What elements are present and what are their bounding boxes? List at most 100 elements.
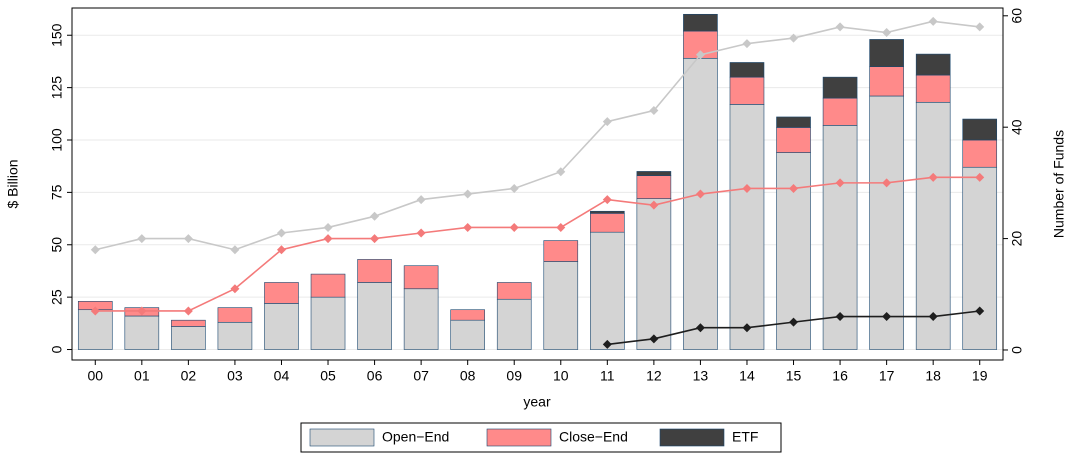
bar-segment — [217, 307, 253, 323]
bar-segment — [729, 76, 765, 105]
line-marker — [695, 50, 705, 60]
line-marker — [928, 172, 938, 182]
line-marker — [183, 234, 193, 244]
line-marker — [695, 323, 705, 333]
bar-segment — [915, 53, 951, 76]
bar-segment — [683, 13, 718, 32]
legend-swatch — [659, 428, 725, 447]
line-marker — [230, 245, 240, 255]
bar-segment — [776, 127, 811, 153]
bar-segment — [869, 66, 904, 97]
line-marker — [928, 16, 938, 26]
line-marker — [789, 33, 799, 43]
x-tick-label: 01 — [134, 368, 150, 384]
line-marker — [882, 178, 892, 188]
bar-segment — [217, 321, 253, 350]
bar-segment — [636, 198, 672, 350]
bar-segment — [915, 74, 951, 103]
x-tick-label: 14 — [739, 368, 755, 384]
x-tick-label: 18 — [925, 368, 941, 384]
line — [95, 20, 980, 251]
line-marker — [137, 234, 147, 244]
line-marker — [370, 211, 380, 221]
line-marker — [975, 172, 985, 182]
y-axis-label: $ Billion — [5, 159, 21, 208]
bar-segment — [729, 62, 765, 78]
bar-segment — [729, 104, 765, 350]
line-marker — [90, 245, 100, 255]
line-marker — [742, 39, 752, 49]
plot-frame — [71, 7, 1004, 361]
bar-segment — [264, 282, 299, 304]
bar-segment — [962, 166, 998, 350]
bar-segment — [357, 282, 392, 350]
y-tick-label: 0 — [49, 345, 65, 353]
line-marker — [742, 183, 752, 193]
y-tick-label: 125 — [49, 76, 65, 100]
bar-segment — [357, 259, 392, 283]
line-marker — [602, 339, 612, 349]
line-marker — [789, 183, 799, 193]
x-tick-label: 16 — [832, 368, 848, 384]
bar-segment — [496, 282, 532, 300]
line-marker — [463, 189, 473, 199]
bar-segment — [822, 97, 858, 126]
y-tick-label: 150 — [49, 23, 65, 47]
line-marker — [789, 317, 799, 327]
line-marker — [416, 195, 426, 205]
line-marker — [230, 284, 240, 294]
x-tick-label: 06 — [367, 368, 383, 384]
x-tick-label: 15 — [786, 368, 802, 384]
bar-segment — [171, 319, 206, 327]
line-marker — [556, 167, 566, 177]
y-tick-label: 75 — [49, 184, 65, 200]
line-marker — [137, 306, 147, 316]
line-marker — [928, 312, 938, 322]
y2-tick-label: 60 — [1009, 8, 1025, 24]
x-tick-label: 08 — [460, 368, 476, 384]
legend-label: ETF — [732, 429, 758, 445]
line-marker — [975, 22, 985, 32]
line-marker — [602, 117, 612, 127]
bar-segment — [590, 231, 625, 350]
bar-segment — [683, 57, 718, 350]
bar-segment — [310, 296, 346, 350]
bar-segment — [77, 309, 113, 350]
y2-axis-label: Number of Funds — [1051, 130, 1067, 238]
bar-segment — [403, 288, 439, 350]
x-tick-label: 19 — [972, 368, 988, 384]
bar-segment — [590, 210, 625, 214]
bar-segment — [636, 175, 672, 199]
line-marker — [90, 306, 100, 316]
y2-tick-label: 20 — [1009, 231, 1025, 247]
bar-segment — [636, 171, 672, 176]
bar-segment — [450, 319, 485, 350]
line-marker — [416, 228, 426, 238]
line-marker — [835, 312, 845, 322]
x-tick-label: 13 — [693, 368, 709, 384]
bar-segment — [590, 213, 625, 233]
legend-label: Open−End — [382, 429, 449, 445]
line-marker — [602, 195, 612, 205]
line-marker — [370, 234, 380, 244]
y-tick-label: 100 — [49, 128, 65, 152]
line-marker — [276, 245, 286, 255]
line-marker — [835, 178, 845, 188]
x-tick-label: 17 — [879, 368, 895, 384]
bar-segment — [543, 240, 579, 262]
line-marker — [975, 306, 985, 316]
line-marker — [509, 222, 519, 232]
bar-segment — [869, 95, 904, 350]
x-tick-label: 09 — [506, 368, 522, 384]
x-tick-label: 11 — [600, 368, 615, 384]
line — [95, 176, 980, 312]
bar-segment — [450, 309, 485, 321]
line-marker — [882, 312, 892, 322]
bar-segment — [496, 298, 532, 350]
line-marker — [183, 306, 193, 316]
line-marker — [835, 22, 845, 32]
bar-segment — [264, 303, 299, 350]
line-marker — [882, 28, 892, 38]
line-marker — [323, 234, 333, 244]
